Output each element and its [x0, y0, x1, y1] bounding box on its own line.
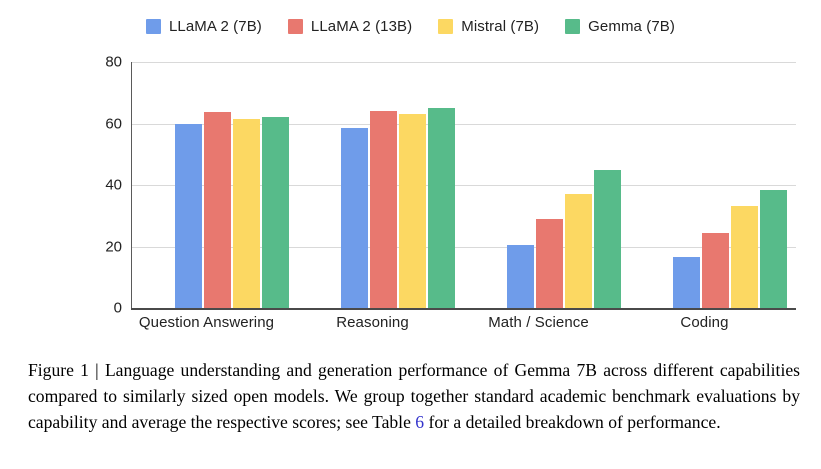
legend-label-llama2-13b: LLaMA 2 (13B) — [310, 18, 413, 35]
x-axis-baseline — [131, 308, 796, 310]
bar-llama2-7b[interactable] — [507, 244, 534, 308]
gridline-60 — [132, 123, 796, 125]
chart-plot: Performance by Score 80 60 40 20 0 — [88, 0, 796, 352]
chart-legend: LLaMA 2 (7B) LLaMA 2 (13B) Mistral (7B) … — [0, 18, 821, 35]
bar-gemma-7b[interactable] — [760, 189, 787, 308]
bar-gemma-7b[interactable] — [262, 116, 289, 308]
legend-item-llama2-7b[interactable]: LLaMA 2 (7B) — [145, 18, 262, 35]
gridline-80 — [132, 62, 796, 63]
bar-group-question-answering — [175, 62, 289, 308]
x-tick-label-coding: Coding — [680, 314, 729, 331]
bar-llama2-13b[interactable] — [702, 233, 729, 308]
bar-llama2-13b[interactable] — [536, 218, 563, 308]
legend-swatch-gemma-7b — [565, 19, 581, 34]
caption-table-link[interactable]: 6 — [415, 411, 425, 432]
legend-swatch-mistral-7b — [438, 19, 454, 34]
figure-1: LLaMA 2 (7B) LLaMA 2 (13B) Mistral (7B) … — [0, 0, 821, 352]
gridline-20 — [132, 246, 796, 248]
bar-group-math-science — [507, 62, 621, 308]
legend-label-mistral-7b: Mistral (7B) — [461, 18, 540, 35]
y-axis-ticks: 80 60 40 20 0 — [88, 0, 122, 352]
legend-label-llama2-7b: LLaMA 2 (7B) — [168, 18, 262, 35]
legend-item-llama2-13b[interactable]: LLaMA 2 (13B) — [287, 18, 413, 35]
legend-label-gemma-7b: Gemma (7B) — [588, 18, 675, 35]
bar-llama2-7b[interactable] — [175, 123, 202, 308]
bar-group-coding — [673, 62, 787, 308]
legend-swatch-llama2-13b — [287, 19, 303, 34]
bar-gemma-7b[interactable] — [428, 108, 455, 308]
x-tick-label-reasoning: Reasoning — [336, 314, 409, 331]
bar-group-reasoning — [341, 62, 455, 308]
bar-llama2-7b[interactable] — [341, 128, 368, 308]
y-tick-label: 80 — [105, 53, 122, 71]
caption-text-1: Language understanding and generation pe… — [28, 360, 800, 432]
bar-mistral-7b[interactable] — [731, 205, 758, 308]
x-tick-label-math-science: Math / Science — [488, 314, 589, 331]
bar-gemma-7b[interactable] — [594, 169, 621, 308]
bar-llama2-13b[interactable] — [370, 110, 397, 308]
bar-mistral-7b[interactable] — [399, 114, 426, 308]
y-tick-label: 0 — [113, 299, 122, 317]
bar-llama2-7b[interactable] — [673, 257, 700, 308]
caption-text-2: for a detailed breakdown of performance. — [424, 411, 721, 432]
bar-mistral-7b[interactable] — [233, 119, 260, 308]
plot-area — [131, 62, 796, 308]
caption-figure-label: Figure 1 | — [28, 360, 105, 380]
legend-swatch-llama2-7b — [145, 19, 161, 34]
legend-item-gemma-7b[interactable]: Gemma (7B) — [565, 18, 675, 35]
legend-item-mistral-7b[interactable]: Mistral (7B) — [438, 18, 539, 35]
bar-llama2-13b[interactable] — [204, 111, 231, 308]
figure-caption: Figure 1 | Language understanding and ge… — [28, 358, 800, 436]
y-tick-label: 20 — [105, 238, 122, 255]
y-tick-label: 40 — [105, 176, 122, 194]
bar-mistral-7b[interactable] — [565, 194, 592, 308]
y-tick-label: 60 — [105, 115, 122, 132]
x-tick-label-question-answering: Question Answering — [138, 314, 275, 331]
gridline-40 — [132, 185, 796, 186]
